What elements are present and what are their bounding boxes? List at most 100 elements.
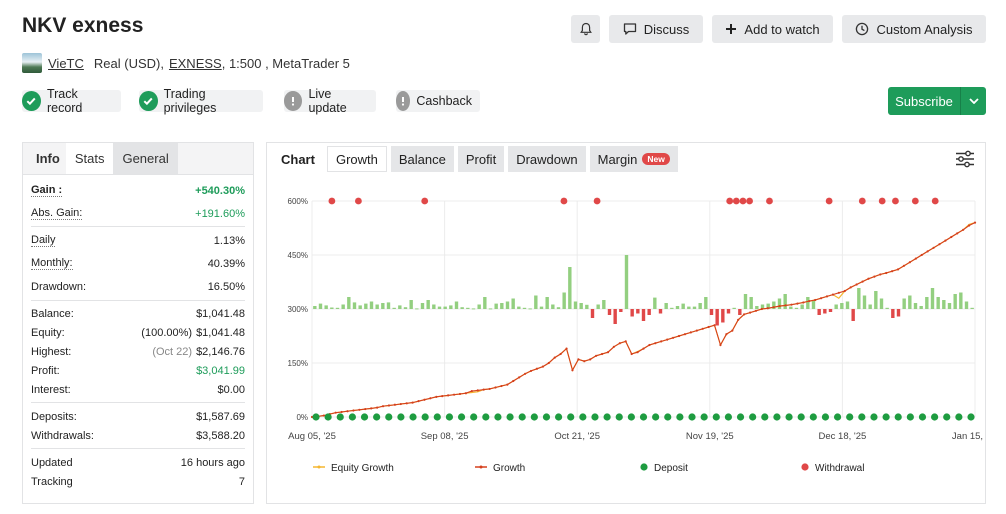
add-to-watch-button[interactable]: Add to watch (712, 15, 833, 43)
x-tick-label: Aug 05, '25 (288, 431, 336, 442)
profit-bar (556, 307, 561, 309)
deposit-marker (858, 413, 866, 421)
tab-profit[interactable]: Profit (457, 146, 505, 172)
growth-point (482, 388, 485, 391)
deposit-marker (700, 413, 708, 421)
subscribe-label: Subscribe (895, 93, 953, 109)
tab-general[interactable]: General (113, 143, 178, 174)
growth-point (737, 318, 740, 321)
legend-deposit-swatch (640, 463, 648, 471)
stat-label[interactable]: Abs. Gain: (31, 207, 83, 220)
profit-bar (772, 301, 776, 309)
profit-bar (488, 308, 493, 310)
growth-point (429, 397, 432, 400)
profit-bar (335, 307, 340, 309)
badge-cashback: Cashback (396, 90, 480, 112)
growth-point (441, 395, 444, 398)
profit-bar (619, 309, 623, 312)
profit-bar (879, 298, 884, 309)
profit-bar (766, 303, 770, 309)
growth-point (778, 305, 781, 308)
stat-label[interactable]: Gain : (31, 184, 63, 197)
deposit-marker (906, 413, 914, 421)
growth-point (707, 325, 710, 329)
deposit-marker (542, 413, 551, 421)
deposit-marker (870, 413, 878, 421)
growth-point (666, 338, 669, 341)
growth-point (885, 271, 888, 275)
tab-info[interactable]: Info (36, 151, 60, 166)
custom-analysis-button[interactable]: Custom Analysis (842, 15, 986, 43)
stats-panel: Info Stats General Gain : +540.30% Abs. … (22, 142, 254, 504)
x-tick-label: Jan 15, '26 (952, 431, 985, 442)
broker-link[interactable]: EXNESS (168, 55, 222, 71)
stat-label[interactable]: Daily (31, 234, 56, 247)
stat-label: Interest: (31, 383, 71, 396)
tab-balance[interactable]: Balance (390, 146, 454, 172)
notifications-button[interactable] (571, 15, 600, 43)
profit-bar (732, 307, 736, 309)
profit-bar (505, 301, 510, 309)
tab-growth[interactable]: Growth (326, 146, 387, 172)
growth-point (891, 270, 894, 273)
profit-bar (511, 298, 515, 309)
profit-bar (539, 306, 544, 309)
withdrawal-marker (726, 197, 734, 205)
growth-point (340, 410, 343, 414)
profit-bar (494, 303, 498, 309)
stat-label[interactable]: Monthly: (31, 257, 73, 270)
subscribe-dropdown-toggle[interactable] (961, 98, 986, 104)
growth-point (837, 291, 840, 294)
check-circle-icon (22, 91, 41, 111)
subscribe-button[interactable]: Subscribe (888, 87, 986, 115)
growth-point (630, 352, 633, 356)
growth-point (648, 343, 651, 347)
profit-bar (709, 309, 714, 315)
stat-label: Withdrawals: (31, 429, 94, 442)
deposit-marker (773, 413, 781, 421)
growth-point (932, 246, 935, 249)
stat-label: Updated (31, 456, 73, 469)
stat-monthly: Monthly: 40.39% (31, 254, 245, 273)
profit-bar (817, 309, 821, 315)
stat-value: +540.30% (195, 184, 245, 197)
badge-label: Live update (308, 87, 347, 115)
deposit-marker (324, 413, 332, 421)
deposit-marker (470, 413, 478, 421)
profit-bar (500, 303, 504, 309)
growth-point (624, 340, 627, 343)
withdrawal-marker (911, 197, 919, 205)
profit-bar (891, 309, 895, 318)
growth-chart: 0% 150% 300% 450% 600% Aug 05, '25 Sep 08, '25… (288, 197, 985, 474)
growth-point (867, 277, 870, 280)
growth-point (926, 250, 929, 253)
user-link[interactable]: VieTC (48, 55, 84, 71)
tab-margin[interactable]: Margin New (589, 146, 678, 172)
tab-stats[interactable]: Stats (65, 143, 114, 174)
profit-bar (908, 295, 912, 309)
tab-drawdown[interactable]: Drawdown (508, 146, 586, 172)
chart-settings-button[interactable] (955, 150, 975, 173)
growth-point (973, 221, 977, 224)
profit-bar (590, 309, 595, 318)
deposit-marker (457, 413, 466, 421)
growth-point (334, 411, 337, 414)
withdrawal-marker (560, 197, 568, 205)
y-tick-label: 0% (296, 413, 308, 422)
growth-point (506, 383, 509, 386)
profit-bar (760, 304, 765, 309)
deposit-marker (797, 413, 805, 421)
profit-bar (885, 307, 889, 309)
deposit-marker (336, 413, 344, 421)
avatar[interactable] (22, 53, 42, 73)
stat-value: (Oct 22) $2,146.76 (152, 346, 245, 358)
stat-value: +191.60% (195, 207, 245, 220)
withdrawal-marker (878, 197, 886, 205)
discuss-button[interactable]: Discuss (609, 15, 703, 43)
profit-bar (794, 307, 799, 309)
tab-chart[interactable]: Chart (281, 151, 315, 167)
growth-point (370, 407, 373, 410)
growth-point (547, 361, 550, 365)
growth-point (381, 405, 385, 408)
profit-bar (755, 306, 759, 309)
